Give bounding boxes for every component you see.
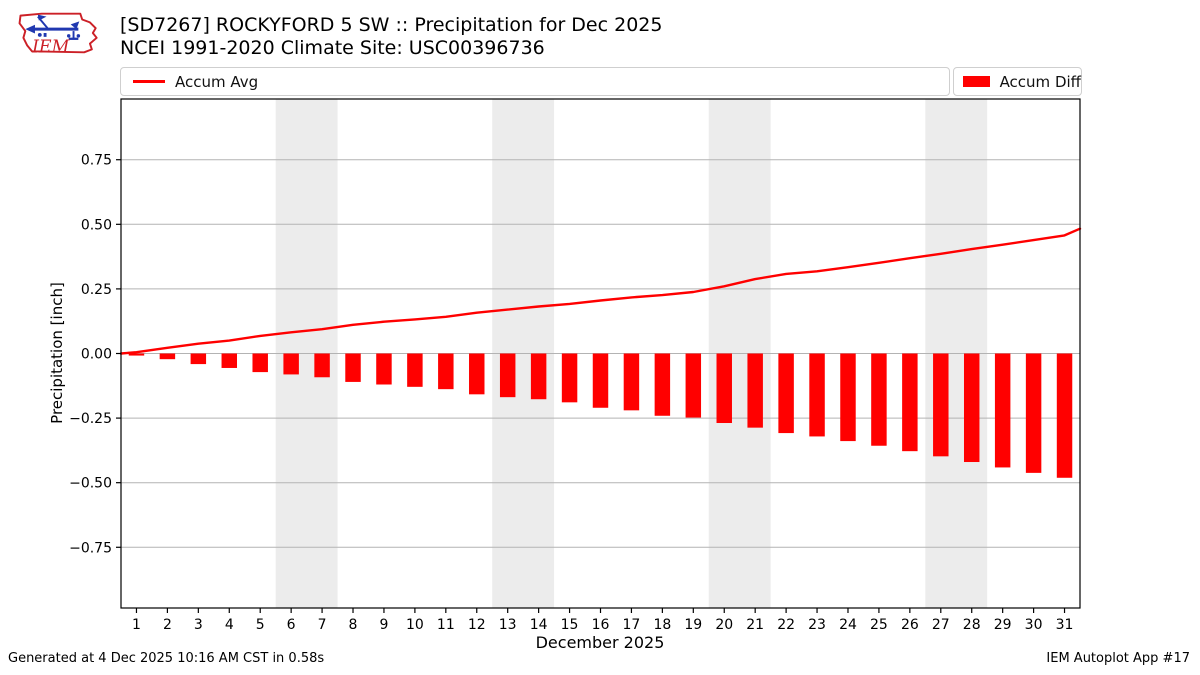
x-axis-label: December 2025 [535,633,665,652]
iem-logo: IEM [18,12,98,57]
accum-diff-bar [128,353,145,356]
chart-subtitle: NCEI 1991-2020 Climate Site: USC00396736 [120,37,545,59]
x-tick-label: 1 [132,617,141,633]
x-tick-label: 15 [561,617,579,633]
accum-diff-bar [592,353,609,408]
accum-diff-bar [314,353,330,378]
y-tick-label: 0.00 [81,347,112,363]
accum-avg-line [119,227,1082,355]
accum-diff-bar [283,353,299,375]
x-tick-label: 4 [225,617,234,633]
generated-timestamp: Generated at 4 Dec 2025 10:16 AM CST in … [8,651,325,666]
accum-diff-bar [407,353,423,387]
x-tick-label: 12 [468,617,486,633]
accum-diff-bar [685,353,702,418]
x-tick-label: 21 [746,617,764,633]
accum-diff-bar [438,353,454,390]
x-tick-label: 20 [715,617,733,633]
y-tick-label: 0.75 [81,153,112,169]
accum-diff-bar [840,353,856,442]
accum-diff-bar [530,353,547,400]
accum-diff-bar [747,353,763,428]
x-tick-label: 29 [994,617,1012,633]
accum-avg-line-swatch-icon [133,80,165,83]
x-tick-label: 30 [1025,617,1043,633]
legend-accum-diff: Accum Diff [953,67,1082,96]
accum-diff-bar [654,353,671,416]
accum-diff-bar [994,353,1011,468]
accum-diff-bar [345,353,361,382]
app-credit: IEM Autoplot App #17 [1046,651,1190,666]
x-tick-label: 8 [349,617,358,633]
x-tick-label: 9 [379,617,388,633]
legend-accum-avg: Accum Avg [120,67,950,96]
accum-diff-bar [190,353,207,365]
y-tick-label: −0.25 [69,411,112,427]
x-tick-label: 13 [499,617,517,633]
legend-accum-diff-label: Accum Diff [999,72,1081,91]
x-tick-label: 6 [287,617,296,633]
accum-diff-bar [469,353,485,395]
y-tick-label: −0.75 [69,540,112,556]
accum-diff-bar [221,353,238,368]
y-tick-label: −0.50 [69,476,112,492]
accum-diff-bar [809,353,825,437]
x-tick-label: 28 [963,617,981,633]
x-tick-label: 14 [530,617,548,633]
x-tick-label: 3 [194,617,203,633]
x-tick-label: 19 [684,617,702,633]
accum-diff-bar [902,353,918,452]
x-tick-label: 10 [406,617,424,633]
x-tick-label: 17 [623,617,641,633]
accum-diff-bar [623,353,640,411]
accum-diff-bar [871,353,887,446]
x-tick-label: 22 [777,617,795,633]
x-tick-label: 2 [163,617,172,633]
accum-diff-bar [159,353,176,360]
accum-diff-bar [716,353,732,424]
x-tick-label: 5 [256,617,265,633]
x-tick-label: 25 [870,617,888,633]
legend-accum-avg-label: Accum Avg [175,72,259,91]
x-tick-label: 16 [592,617,610,633]
x-tick-label: 23 [808,617,826,633]
x-tick-label: 27 [932,617,950,633]
logo-iem-text: IEM [31,37,71,57]
accum-diff-bar [778,353,794,434]
accum-diff-bar-swatch-icon [963,76,990,87]
accum-diff-bar [561,353,578,403]
weathervane-icon [25,14,81,40]
accum-diff-bar [963,353,980,463]
x-tick-label: 18 [653,617,671,633]
accum-diff-bar [933,353,949,457]
chart-title: [SD7267] ROCKYFORD 5 SW :: Precipitation… [120,14,663,36]
y-tick-label: 0.50 [81,217,112,233]
x-tick-label: 11 [437,617,455,633]
x-tick-label: 24 [839,617,857,633]
x-tick-label: 31 [1056,617,1074,633]
accum-diff-bar [499,353,516,398]
y-axis-label: Precipitation [inch] [48,282,66,424]
accum-diff-bar [376,353,392,385]
x-tick-label: 26 [901,617,919,633]
accum-diff-bar [252,353,268,373]
y-tick-label: 0.25 [81,282,112,298]
chart-header: [SD7267] ROCKYFORD 5 SW :: Precipitation… [120,14,662,60]
accum-diff-bar [1025,353,1042,473]
x-tick-label: 7 [318,617,327,633]
accum-diff-bar [1056,353,1073,478]
